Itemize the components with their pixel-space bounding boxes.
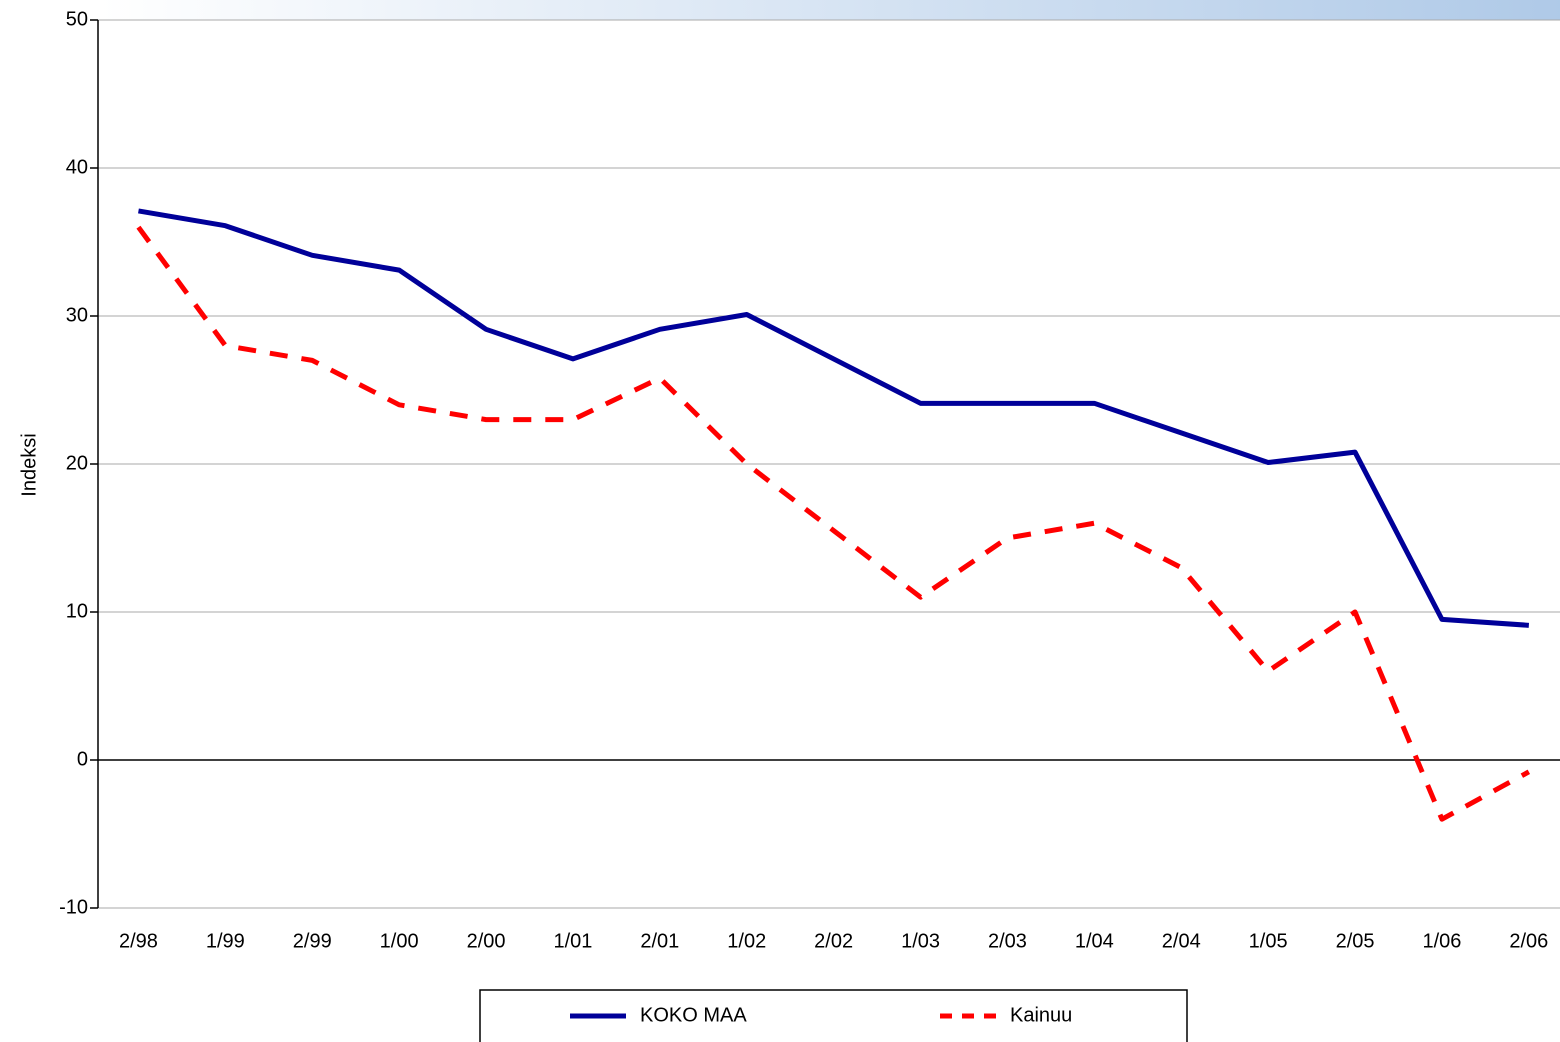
legend-label: Kainuu xyxy=(1010,1004,1072,1026)
x-tick-label: 1/02 xyxy=(727,930,766,952)
x-tick-label: 2/03 xyxy=(988,930,1027,952)
y-tick-label: 20 xyxy=(66,452,88,474)
x-tick-label: 2/00 xyxy=(467,930,506,952)
header-band xyxy=(100,0,1560,20)
x-tick-label: 2/05 xyxy=(1336,930,1375,952)
x-tick-label: 2/02 xyxy=(814,930,853,952)
x-tick-label: 2/01 xyxy=(640,930,679,952)
x-tick-label: 2/99 xyxy=(293,930,332,952)
legend-label: KOKO MAA xyxy=(640,1004,747,1026)
x-tick-label: 1/04 xyxy=(1075,930,1114,952)
series-line xyxy=(138,208,1530,628)
x-tick-label: 2/04 xyxy=(1162,930,1201,952)
y-tick-label: 50 xyxy=(66,8,88,30)
series-line xyxy=(136,225,1531,822)
y-tick-label: 40 xyxy=(66,156,88,178)
y-tick-label: 0 xyxy=(77,748,88,770)
x-tick-label: 2/06 xyxy=(1509,930,1548,952)
y-tick-label: 30 xyxy=(66,304,88,326)
x-tick-label: 1/03 xyxy=(901,930,940,952)
y-axis-label: Indeksi xyxy=(18,433,40,496)
x-tick-label: 2/98 xyxy=(119,930,158,952)
y-tick-label: 10 xyxy=(66,600,88,622)
x-tick-label: 1/00 xyxy=(380,930,419,952)
x-tick-label: 1/99 xyxy=(206,930,245,952)
x-tick-label: 1/01 xyxy=(553,930,592,952)
y-tick-label: -10 xyxy=(59,896,88,918)
x-tick-label: 1/05 xyxy=(1249,930,1288,952)
x-tick-label: 1/06 xyxy=(1422,930,1461,952)
